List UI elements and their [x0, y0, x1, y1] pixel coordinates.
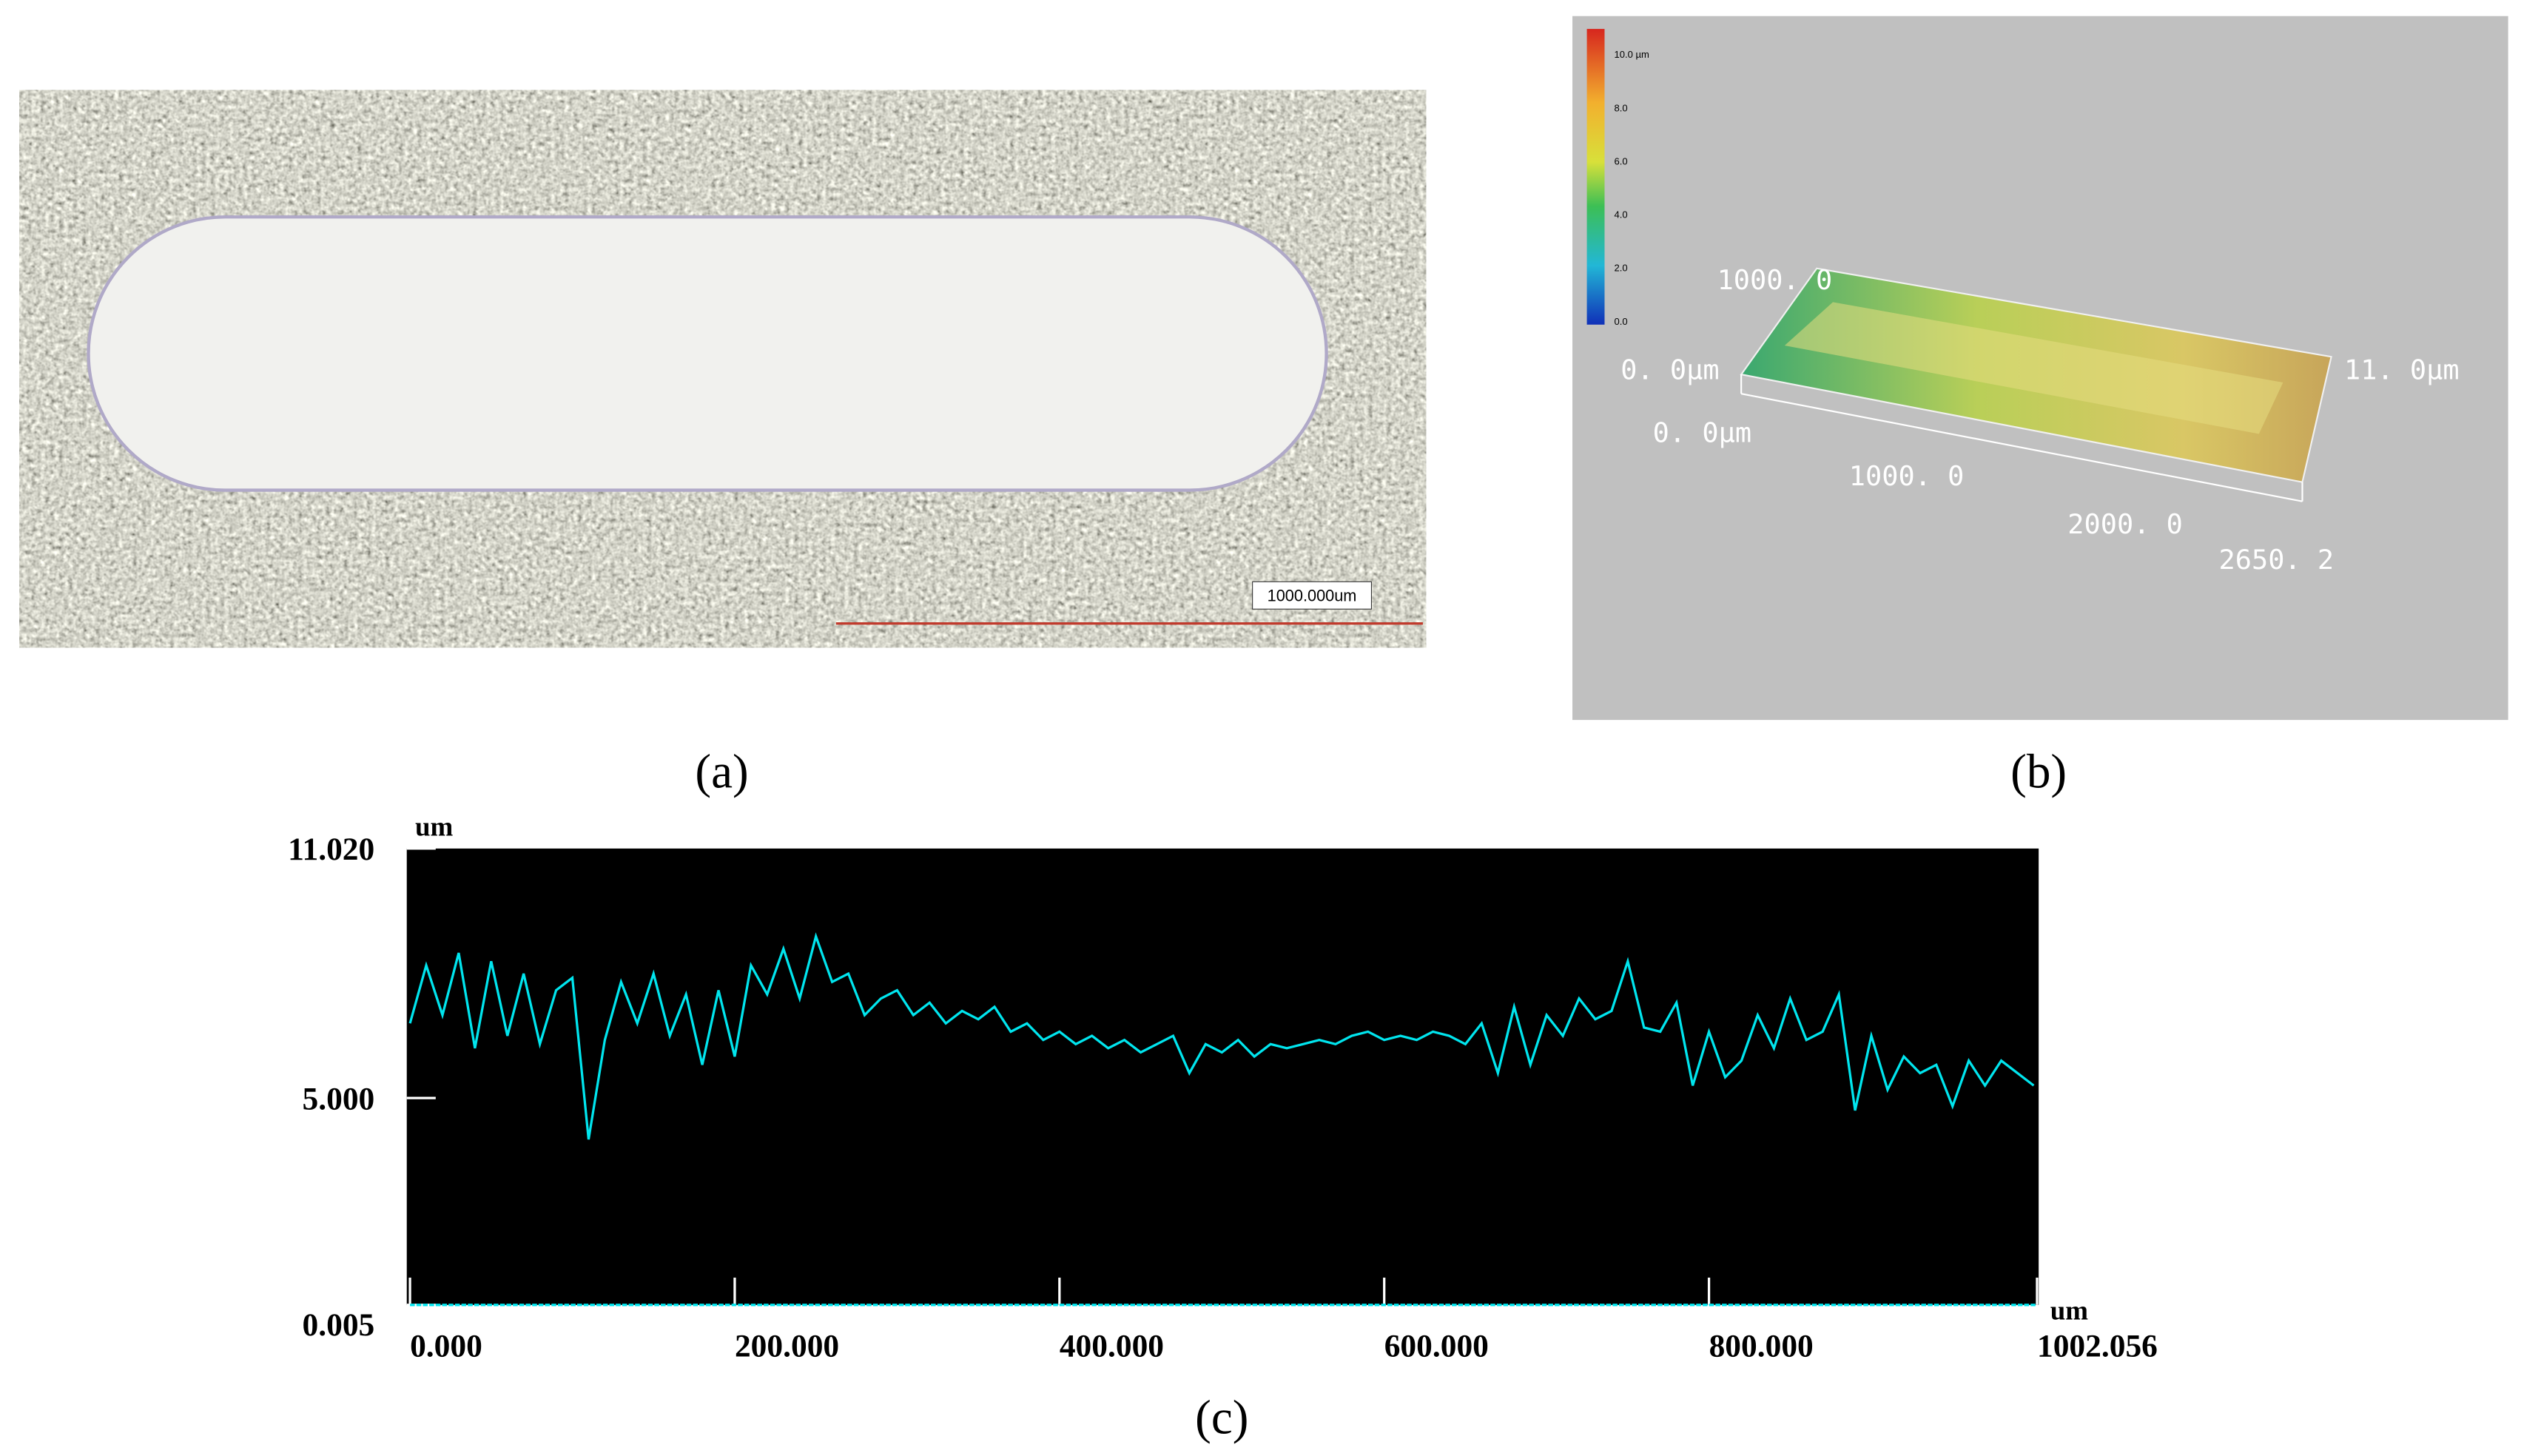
axis-label-3d: 2000. 0: [2067, 508, 2183, 540]
colorbar-label: 4.0: [1615, 209, 1628, 220]
y-tick-label: 5.000: [303, 1081, 375, 1116]
axis-label-3d: 2650. 2: [2219, 544, 2335, 576]
scale-bar-label: 1000.000um: [1268, 586, 1357, 604]
x-tick-label: 1002.056: [2037, 1328, 2158, 1364]
x-tick-label: 0.000: [410, 1328, 482, 1364]
x-unit: um: [2050, 1295, 2089, 1325]
micrograph: 1000.000um: [19, 90, 1427, 648]
x-tick-label: 200.000: [735, 1328, 839, 1364]
axis-label-3d: 11. 0μm: [2344, 354, 2460, 386]
colorbar-label: 0.0: [1615, 316, 1628, 327]
plot-area: [406, 848, 2039, 1305]
x-tick-label: 800.000: [1709, 1328, 1814, 1364]
colorbar: [1586, 29, 1605, 325]
colorbar-label: 6.0: [1615, 155, 1628, 166]
axis-label-3d: 1000. 0: [1717, 264, 1833, 296]
colorbar-label: 8.0: [1615, 102, 1628, 113]
axis-labels-3d: 1000. 0 0. 0μm 11. 0μm 0. 0μm 1000. 0 2000. 0…: [1620, 264, 2459, 576]
panel-label: (c): [1195, 1392, 1248, 1445]
surface-3d: [1572, 16, 2508, 721]
colorbar-labels: 10.0 µm 8.0 6.0 4.0 2.0 0.0: [1615, 49, 1649, 327]
y-tick-label: 11.020: [288, 832, 374, 867]
y-tick-label: 0.005: [303, 1307, 375, 1343]
profile-line: [408, 932, 2035, 1140]
scale-box: [1252, 581, 1372, 610]
colorbar-label: 2.0: [1615, 263, 1628, 274]
colorbar-label: 10.0 µm: [1615, 49, 1649, 60]
wear-region: [1784, 302, 2283, 434]
axis-label-3d: 0. 0μm: [1653, 417, 1751, 448]
y-unit: um: [415, 812, 454, 842]
panel-label: (b): [2010, 745, 2067, 798]
panel-label: (a): [695, 745, 748, 798]
profile-chart: 0.005 5.000 11.020 0.000 200.000 400.000 600.0…: [288, 832, 2158, 1364]
axis-label-3d: 1000. 0: [1849, 460, 1965, 492]
axis-line: [1740, 393, 2303, 502]
axis-label-3d: 0. 0μm: [1620, 354, 1719, 386]
wear-track: [87, 215, 1328, 492]
x-tick-label: 600.000: [1384, 1328, 1489, 1364]
x-tick-label: 400.000: [1060, 1328, 1164, 1364]
